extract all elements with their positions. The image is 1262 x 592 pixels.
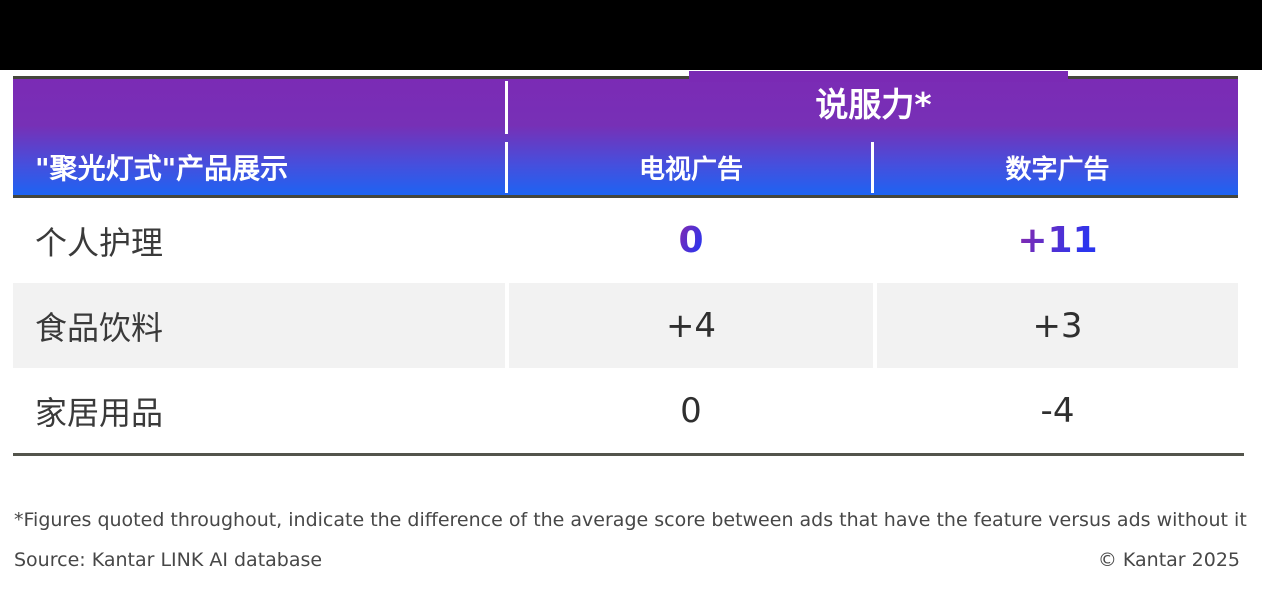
header-divider-col1: [505, 142, 508, 193]
digital-value-cell: -4: [877, 368, 1238, 453]
table-bottom-rule: [13, 453, 1244, 456]
tv-value-cell: 0: [509, 368, 873, 453]
group-header-persuasion: 说服力*: [815, 85, 932, 124]
copyright-text: © Kantar 2025: [1097, 549, 1240, 571]
table-row: 个人护理 0 +11: [13, 198, 1238, 283]
digital-value-cell: +3: [877, 283, 1238, 368]
header-top-tab: [689, 71, 1068, 82]
footnote-text: *Figures quoted throughout, indicate the…: [14, 509, 1247, 531]
header-divider-col2: [871, 142, 874, 193]
persuasion-table: 说服力* "聚光灯式"产品展示 电视广告 数字广告 个人护理 0 +11 食品饮…: [13, 76, 1244, 456]
row-label: 食品饮料: [35, 308, 164, 347]
table-header: 说服力* "聚光灯式"产品展示 电视广告 数字广告: [13, 76, 1238, 198]
header-divider-top: [505, 81, 508, 134]
source-text: Source: Kantar LINK AI database: [14, 549, 323, 571]
table-row: 家居用品 0 -4: [13, 368, 1238, 453]
row-label-cell: 个人护理: [13, 198, 505, 283]
digital-value-cell: +11: [877, 198, 1238, 283]
row-label-cell: 食品饮料: [13, 283, 505, 368]
digital-value: +3: [1032, 305, 1083, 346]
row-label: 个人护理: [35, 223, 164, 262]
tv-value-cell: +4: [509, 283, 873, 368]
tv-value-cell: 0: [509, 198, 873, 283]
digital-value: +11: [1017, 220, 1098, 261]
corner-header-spotlight: "聚光灯式"产品展示: [35, 152, 289, 185]
row-label-cell: 家居用品: [13, 368, 505, 453]
top-black-banner: [0, 0, 1262, 70]
tv-value: 0: [680, 390, 702, 431]
table-row: 食品饮料 +4 +3: [13, 283, 1238, 368]
column-header-digital: 数字广告: [1005, 155, 1110, 185]
tv-value: 0: [678, 220, 704, 261]
column-header-tv: 电视广告: [638, 155, 743, 185]
tv-value: +4: [665, 305, 717, 346]
row-label: 家居用品: [35, 393, 164, 432]
digital-value: -4: [1040, 390, 1075, 431]
